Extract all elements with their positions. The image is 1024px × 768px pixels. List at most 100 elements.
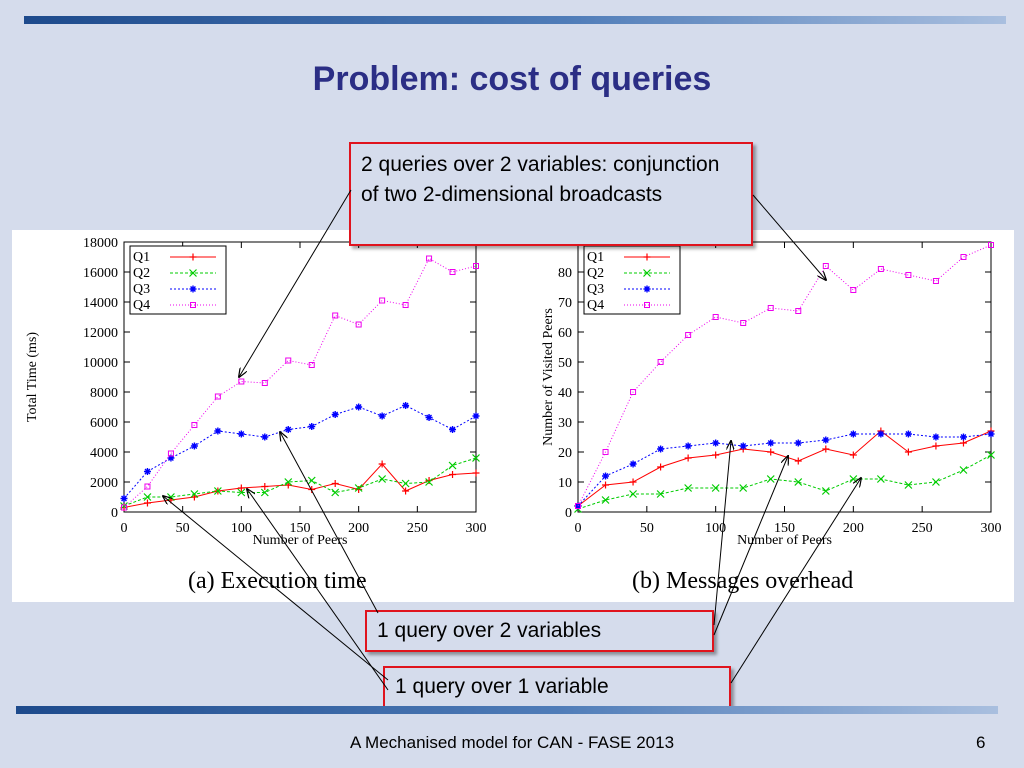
data-point: [190, 442, 198, 450]
data-point: [959, 433, 967, 441]
data-point: [988, 242, 994, 248]
data-point: [932, 433, 940, 441]
x-tick-label: 150: [290, 521, 311, 536]
data-point: [932, 442, 940, 450]
x-tick-label: 0: [121, 521, 128, 536]
data-point: [712, 439, 720, 447]
y-tick-label: 60: [558, 326, 572, 341]
data-point: [960, 254, 967, 260]
arrow-mid-right-b: [713, 456, 788, 636]
data-point: [378, 475, 387, 483]
legend-label: Q1: [133, 250, 150, 265]
y-tick-label: 80: [558, 266, 572, 281]
x-tick-label: 100: [231, 521, 252, 536]
data-point: [602, 449, 609, 455]
data-point: [143, 468, 151, 475]
data-point: [795, 308, 802, 314]
data-point: [472, 469, 480, 477]
legend-label: Q2: [133, 266, 150, 281]
x-axis-label: Number of Peers: [737, 533, 832, 548]
data-point: [849, 451, 857, 459]
y-tick-label: 18000: [83, 236, 118, 251]
data-point: [932, 478, 940, 486]
data-point: [284, 478, 293, 486]
y-tick-label: 30: [558, 416, 572, 431]
data-point: [602, 481, 610, 489]
data-point: [401, 479, 410, 488]
data-point: [426, 255, 433, 262]
y-tick-label: 70: [558, 296, 572, 311]
y-tick-label: 2000: [90, 476, 118, 491]
data-point: [712, 451, 720, 459]
arrow-mid-right-a: [713, 441, 731, 626]
data-point: [260, 488, 269, 497]
y-tick-label: 12000: [83, 326, 118, 341]
data-point: [402, 302, 409, 308]
data-point: [739, 442, 747, 450]
data-point: [261, 433, 269, 441]
series-line: [123, 457, 477, 507]
data-point: [379, 297, 386, 304]
x-tick-label: 200: [348, 521, 369, 536]
x-tick-label: 50: [640, 521, 654, 536]
legend-label: Q3: [587, 282, 604, 297]
y-axis-label: Total Time (ms): [25, 332, 40, 422]
data-point: [402, 487, 410, 495]
y-tick-label: 50: [558, 356, 572, 371]
arrow-low-left-a: [163, 496, 389, 681]
legend-label: Q4: [587, 298, 604, 313]
data-point: [905, 272, 912, 278]
data-point: [822, 263, 829, 269]
data-point: [190, 490, 199, 498]
y-tick-label: 16000: [83, 266, 118, 281]
y-tick-label: 40: [558, 386, 572, 401]
data-point: [448, 461, 457, 470]
data-point: [189, 253, 197, 261]
data-point: [821, 487, 830, 495]
y-tick-label: 20: [558, 446, 572, 461]
x-tick-label: 300: [981, 521, 1002, 536]
y-tick-label: 0: [565, 506, 572, 521]
data-point: [472, 454, 480, 462]
data-point: [822, 445, 830, 453]
data-point: [987, 430, 995, 438]
data-point: [378, 412, 386, 420]
data-point: [308, 362, 315, 368]
data-point: [354, 484, 363, 492]
legend-label: Q4: [133, 298, 150, 313]
data-point: [355, 321, 362, 328]
data-point: [121, 504, 127, 511]
data-point: [449, 471, 457, 478]
x-tick-label: 250: [912, 521, 933, 536]
data-point: [191, 422, 198, 428]
data-point: [656, 490, 665, 498]
legend-label: Q2: [587, 266, 604, 281]
callout-one-query-one-var: 1 query over 1 variable: [383, 666, 731, 708]
data-point: [629, 460, 637, 468]
x-tick-label: 300: [466, 521, 487, 536]
arrow-low-right-a: [383, 441, 731, 675]
data-point: [643, 253, 651, 261]
y-axis-label: Number of Visited Peers: [541, 308, 556, 446]
data-point: [684, 442, 692, 450]
bottom-decor-bar: [16, 706, 998, 714]
data-point: [794, 457, 802, 465]
series-line: [577, 244, 992, 507]
data-point: [684, 454, 692, 462]
data-point: [284, 426, 292, 433]
data-point: [213, 487, 222, 495]
data-point: [601, 496, 610, 504]
y-tick-label: 10000: [83, 356, 118, 371]
data-point: [332, 312, 339, 319]
data-point: [657, 359, 664, 365]
data-point: [849, 430, 857, 438]
data-point: [684, 484, 693, 492]
data-point: [143, 493, 152, 501]
data-point: [449, 426, 457, 433]
series-Q2: [574, 451, 995, 513]
chart-1: 0200040006000800010000120001400016000180…: [25, 236, 487, 594]
y-tick-label: 0: [111, 506, 118, 521]
x-tick-label: 100: [705, 521, 726, 536]
y-tick-label: 14000: [83, 296, 118, 311]
